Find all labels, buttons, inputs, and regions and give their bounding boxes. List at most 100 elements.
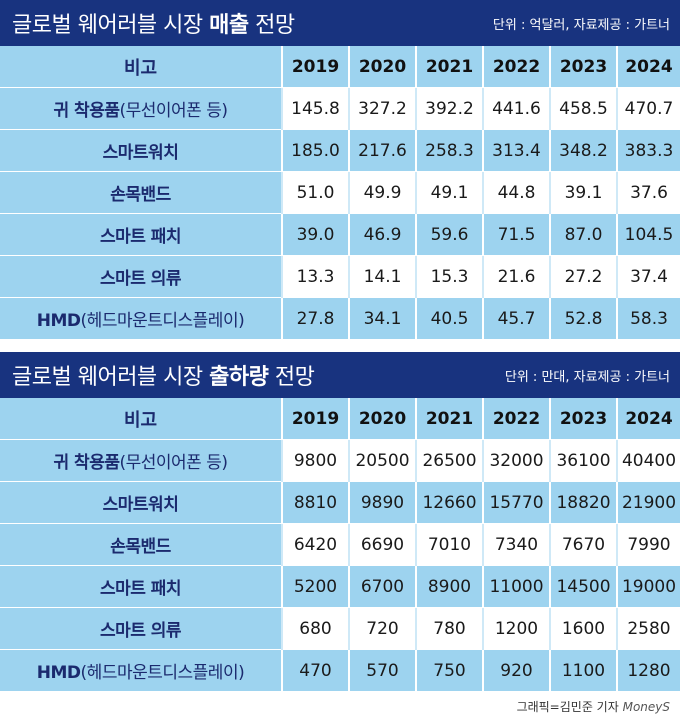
value-cell: 21.6 [482,255,550,298]
value-cell: 40.5 [415,297,483,340]
row-label: 스마트 의류 [0,607,282,650]
value-cell: 6700 [348,565,416,608]
table-header-row: 비고 2019 2020 2021 2022 2023 2024 [0,398,680,440]
header-cell: 2023 [549,46,617,88]
value-cell: 470 [281,649,349,692]
value-cell: 52.8 [549,297,617,340]
value-cell: 13.3 [281,255,349,298]
value-cell: 750 [415,649,483,692]
shipment-panel: 글로벌 웨어러블 시장 출하량 전망 단위 : 만대, 자료제공 : 가트너 비… [0,352,680,692]
value-cell: 920 [482,649,550,692]
value-cell: 37.6 [616,171,680,214]
row-label: 손목밴드 [0,171,282,214]
value-cell: 26500 [415,439,483,482]
value-cell: 313.4 [482,129,550,172]
value-cell: 458.5 [549,87,617,130]
value-cell: 7670 [549,523,617,566]
value-cell: 18820 [549,481,617,524]
header-cell: 2021 [415,46,483,88]
row-label: 스마트 패치 [0,565,282,608]
value-cell: 14.1 [348,255,416,298]
header-cell: 2022 [482,46,550,88]
table-row: HMD(헤드마운트디스플레이) 470 570 750 920 1100 128… [0,649,680,692]
value-cell: 780 [415,607,483,650]
value-cell: 470.7 [616,87,680,130]
value-cell: 39.1 [549,171,617,214]
header-cell: 2021 [415,398,483,440]
value-cell: 37.4 [616,255,680,298]
header-cell: 2024 [616,398,680,440]
value-cell: 11000 [482,565,550,608]
value-cell: 46.9 [348,213,416,256]
table-row: 손목밴드 6420 6690 7010 7340 7670 7990 [0,523,680,566]
shipment-source-note: 단위 : 만대, 자료제공 : 가트너 [504,369,670,385]
value-cell: 20500 [348,439,416,482]
row-label: 스마트 패치 [0,213,282,256]
value-cell: 32000 [482,439,550,482]
value-cell: 49.1 [415,171,483,214]
table-row: 스마트 패치 39.0 46.9 59.6 71.5 87.0 104.5 [0,213,680,256]
value-cell: 21900 [616,481,680,524]
value-cell: 49.9 [348,171,416,214]
value-cell: 7010 [415,523,483,566]
value-cell: 39.0 [281,213,349,256]
row-label: 귀 착용품(무선이어폰 등) [0,87,282,130]
revenue-source-note: 단위 : 억달러, 자료제공 : 가트너 [492,17,670,33]
value-cell: 348.2 [549,129,617,172]
table-row: 손목밴드 51.0 49.9 49.1 44.8 39.1 37.6 [0,171,680,214]
value-cell: 7990 [616,523,680,566]
value-cell: 8810 [281,481,349,524]
value-cell: 8900 [415,565,483,608]
header-cell: 2022 [482,398,550,440]
header-cell: 2023 [549,398,617,440]
value-cell: 9890 [348,481,416,524]
moneys-logo: MoneyS [622,700,670,714]
revenue-title: 글로벌 웨어러블 시장 매출 전망 [12,13,295,38]
row-label: 스마트워치 [0,481,282,524]
value-cell: 12660 [415,481,483,524]
header-cell: 비고 [0,46,282,88]
value-cell: 36100 [549,439,617,482]
revenue-table: 비고 2019 2020 2021 2022 2023 2024 귀 착용품(무… [0,46,680,340]
graphic-credit: 그래픽=김민준 기자 MoneyS [516,700,670,714]
value-cell: 59.6 [415,213,483,256]
value-cell: 570 [348,649,416,692]
header-cell: 2024 [616,46,680,88]
header-cell: 2019 [281,46,349,88]
value-cell: 680 [281,607,349,650]
header-cell: 2019 [281,398,349,440]
table-row: 귀 착용품(무선이어폰 등) 9800 20500 26500 32000 36… [0,439,680,482]
value-cell: 392.2 [415,87,483,130]
table-row: 스마트 의류 680 720 780 1200 1600 2580 [0,607,680,650]
value-cell: 15770 [482,481,550,524]
value-cell: 104.5 [616,213,680,256]
row-label: HMD(헤드마운트디스플레이) [0,297,282,340]
row-label: HMD(헤드마운트디스플레이) [0,649,282,692]
revenue-panel: 글로벌 웨어러블 시장 매출 전망 단위 : 억달러, 자료제공 : 가트너 비… [0,0,680,340]
row-label: 스마트워치 [0,129,282,172]
value-cell: 1100 [549,649,617,692]
row-label: 귀 착용품(무선이어폰 등) [0,439,282,482]
value-cell: 27.8 [281,297,349,340]
value-cell: 258.3 [415,129,483,172]
value-cell: 441.6 [482,87,550,130]
value-cell: 87.0 [549,213,617,256]
value-cell: 27.2 [549,255,617,298]
value-cell: 45.7 [482,297,550,340]
table-row: 스마트워치 185.0 217.6 258.3 313.4 348.2 383.… [0,129,680,172]
value-cell: 6420 [281,523,349,566]
header-cell: 비고 [0,398,282,440]
shipment-table: 비고 2019 2020 2021 2022 2023 2024 귀 착용품(무… [0,398,680,692]
value-cell: 9800 [281,439,349,482]
table-header-row: 비고 2019 2020 2021 2022 2023 2024 [0,46,680,88]
value-cell: 71.5 [482,213,550,256]
row-label: 손목밴드 [0,523,282,566]
value-cell: 185.0 [281,129,349,172]
table-row: 스마트워치 8810 9890 12660 15770 18820 21900 [0,481,680,524]
value-cell: 217.6 [348,129,416,172]
shipment-title-bar: 글로벌 웨어러블 시장 출하량 전망 단위 : 만대, 자료제공 : 가트너 [0,352,680,398]
value-cell: 14500 [549,565,617,608]
value-cell: 2580 [616,607,680,650]
value-cell: 1200 [482,607,550,650]
value-cell: 51.0 [281,171,349,214]
